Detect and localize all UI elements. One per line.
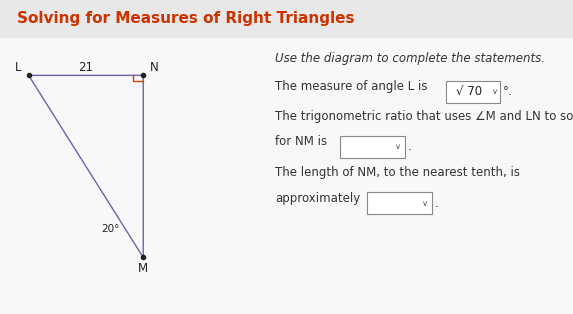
Text: M: M	[138, 262, 148, 275]
Text: .: .	[407, 140, 411, 153]
FancyBboxPatch shape	[446, 81, 500, 103]
Text: .: .	[434, 197, 438, 210]
Text: for NM is: for NM is	[275, 135, 327, 148]
Text: The trigonometric ratio that uses ∠M and LN to solve: The trigonometric ratio that uses ∠M and…	[275, 110, 573, 123]
FancyBboxPatch shape	[340, 136, 405, 158]
Text: ∨: ∨	[395, 142, 401, 151]
Text: The length of NM, to the nearest tenth, is: The length of NM, to the nearest tenth, …	[275, 166, 520, 179]
Text: approximately: approximately	[275, 192, 360, 204]
Text: Solving for Measures of Right Triangles: Solving for Measures of Right Triangles	[17, 11, 355, 26]
Text: 21: 21	[79, 61, 93, 74]
Text: Use the diagram to complete the statements.: Use the diagram to complete the statemen…	[275, 52, 545, 65]
Bar	[0, 38, 573, 314]
Bar	[0, 0, 573, 38]
Text: ∨: ∨	[492, 87, 497, 96]
Text: N: N	[150, 61, 159, 74]
Text: ∨: ∨	[422, 199, 428, 208]
Text: °.: °.	[503, 85, 513, 98]
Text: √ 70: √ 70	[456, 85, 482, 98]
Text: 20°: 20°	[101, 224, 119, 234]
Text: The measure of angle L is: The measure of angle L is	[275, 80, 427, 93]
Text: L: L	[15, 61, 22, 74]
FancyBboxPatch shape	[367, 192, 432, 214]
